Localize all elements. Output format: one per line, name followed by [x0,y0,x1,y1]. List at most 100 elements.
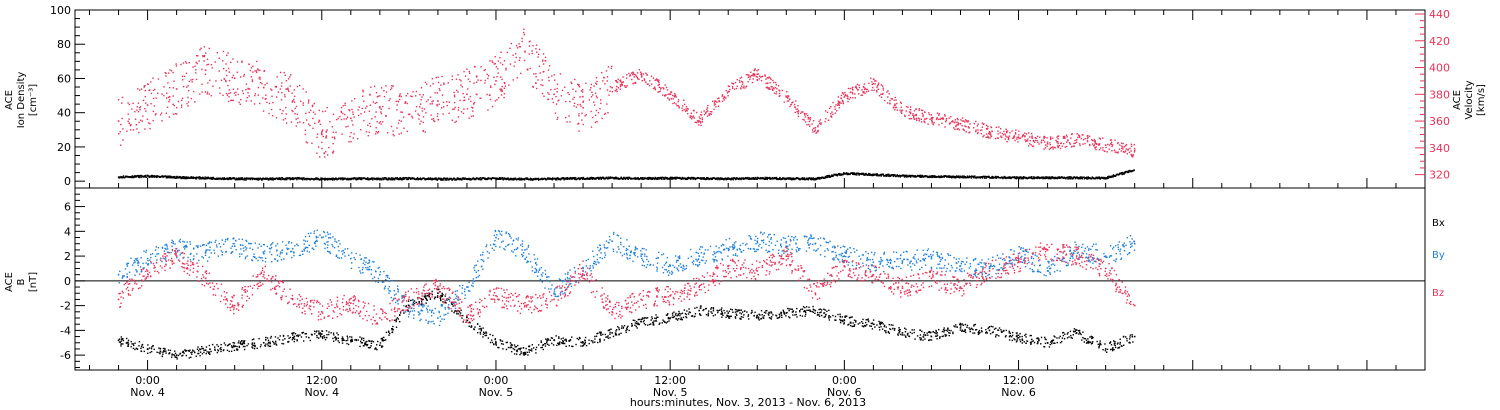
velocity-point [564,86,566,88]
density-point [523,179,526,181]
velocity-point [149,127,151,130]
velocity-point [180,104,183,106]
density-point [202,177,205,179]
bx-point [125,337,128,340]
bx-point [359,340,362,342]
density-point [529,177,532,180]
velocity-point [497,72,499,74]
velocity-point [1058,144,1061,147]
velocity-point [391,85,393,87]
velocity-point [599,88,601,90]
velocity-point [809,116,812,119]
density-point [343,178,345,180]
velocity-point [681,107,683,109]
bx-point [383,339,386,342]
bx-point [332,332,335,334]
velocity-point [633,82,636,84]
bx-point [163,350,166,352]
density-point [377,178,380,180]
density-point [251,178,254,181]
bx-point [282,339,284,341]
density-point [686,178,688,181]
bx-point [395,319,397,322]
velocity-point [379,121,382,123]
velocity-point [765,86,768,89]
velocity-point [499,88,501,90]
bx-point [385,339,387,341]
density-point [265,178,268,180]
density-point [121,177,123,179]
velocity-point [715,106,717,108]
density-point [1049,177,1051,180]
density-point [647,178,650,180]
density-point [349,177,351,180]
velocity-point [558,99,560,101]
velocity-point [863,91,865,93]
bx-point [265,338,267,341]
density-point [766,178,768,181]
bx-point [211,343,214,346]
density-point [641,177,644,179]
velocity-point [375,127,377,129]
density-point [1066,176,1069,178]
bx-point [316,336,318,339]
density-point [544,178,547,180]
velocity-point [154,88,156,91]
velocity-point [928,113,931,116]
velocity-point [1125,143,1128,146]
velocity-point [660,88,662,90]
density-point [1060,176,1062,178]
density-point [931,175,933,177]
density-point [816,177,819,180]
velocity-point [180,106,183,108]
velocity-point [396,127,398,129]
density-point [192,177,194,179]
velocity-point [120,123,122,126]
velocity-point [739,81,741,83]
density-point [390,177,393,179]
velocity-point [503,93,506,95]
velocity-point [718,100,721,103]
velocity-point [715,100,717,102]
velocity-point [706,107,709,109]
velocity-point [431,78,434,80]
velocity-point [950,120,953,123]
density-point [620,177,622,179]
density-point [746,177,749,179]
density-point [846,173,848,176]
velocity-point [811,123,813,125]
density-point [241,177,243,179]
density-point [537,177,539,180]
density-point [681,176,684,179]
velocity-point [872,86,874,89]
velocity-point [849,96,852,99]
velocity-point [827,119,830,121]
bx-point [365,341,367,343]
velocity-point [899,101,902,103]
velocity-point [1062,136,1065,138]
velocity-point [286,88,288,90]
velocity-point [544,60,547,62]
velocity-point [170,69,173,72]
velocity-point [819,122,821,125]
velocity-point [709,111,712,113]
density-point [855,174,857,176]
velocity-point [415,90,418,93]
velocity-point [1027,138,1029,140]
velocity-point [369,94,371,96]
velocity-point [505,67,507,70]
velocity-point [499,62,502,64]
velocity-point [204,52,207,54]
velocity-point [844,94,847,96]
velocity-point [290,121,293,123]
velocity-point [616,81,618,83]
velocity-point [961,117,964,119]
bx-point [333,334,335,336]
density-point [924,176,926,178]
velocity-point [457,109,460,111]
bx-point [179,352,182,355]
density-point [1029,177,1032,179]
density-point [894,174,896,176]
velocity-point [203,46,206,48]
velocity-point [985,136,987,139]
